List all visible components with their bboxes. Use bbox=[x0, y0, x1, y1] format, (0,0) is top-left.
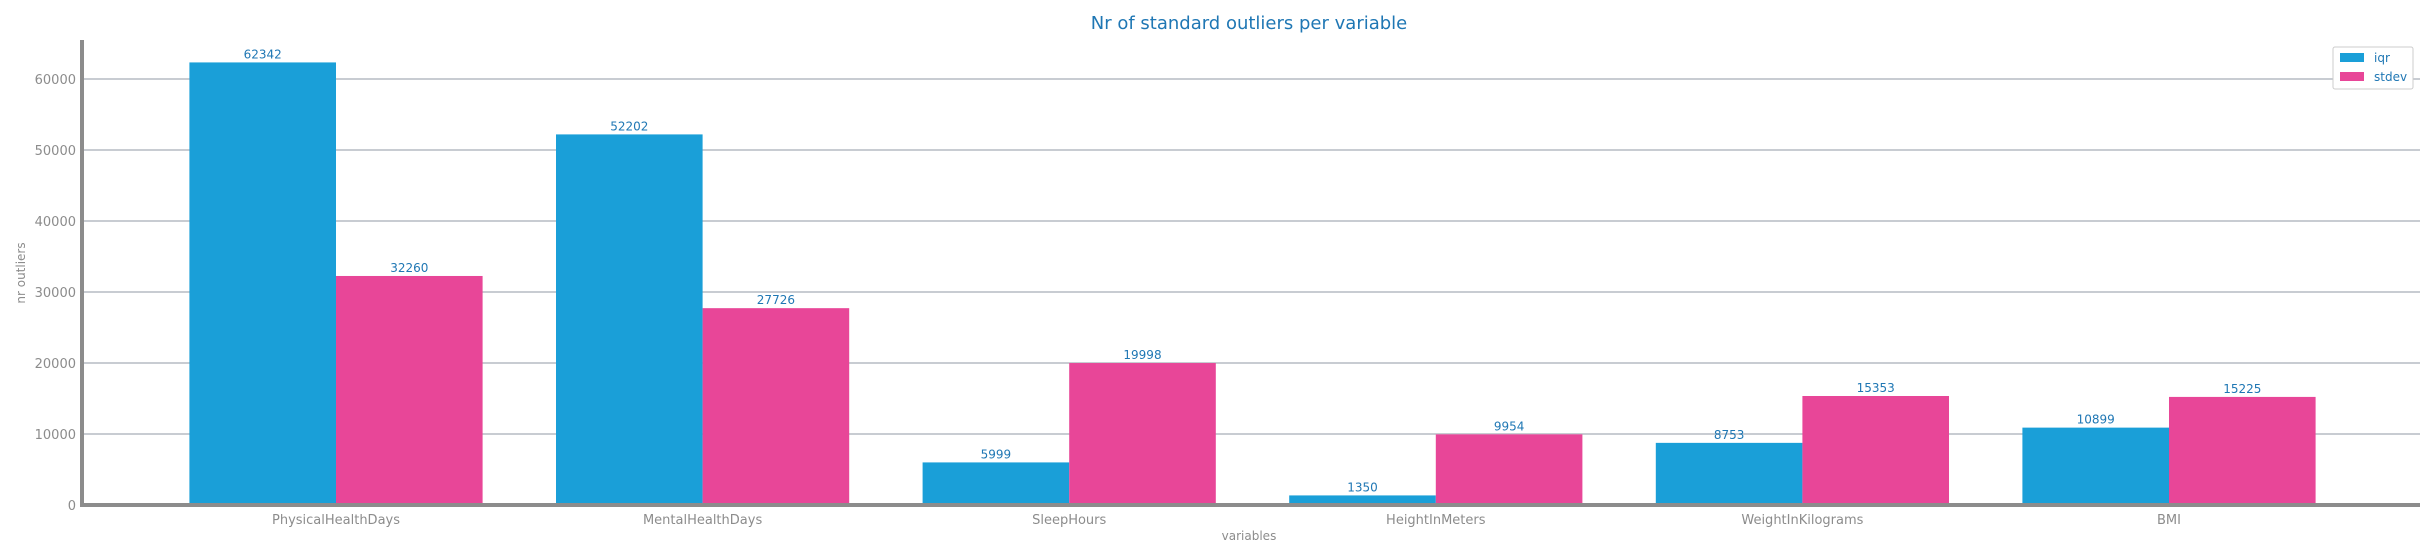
legend: iqr stdev bbox=[2332, 46, 2414, 90]
x-tick-label: WeightInKilograms bbox=[1741, 513, 1863, 528]
x-axis-ticks: PhysicalHealthDays MentalHealthDays SleepH… bbox=[272, 513, 2181, 528]
y-tick-label: 0 bbox=[68, 499, 76, 514]
y-tick-label: 50000 bbox=[35, 144, 76, 159]
bar-stdev bbox=[1802, 396, 1949, 505]
y-tick-label: 10000 bbox=[35, 428, 76, 443]
legend-label-stdev: stdev bbox=[2374, 70, 2407, 84]
bar-iqr bbox=[556, 134, 703, 506]
x-axis-label: variables bbox=[1222, 529, 1277, 543]
data-label-iqr: 5999 bbox=[981, 447, 1012, 461]
x-tick-label: MentalHealthDays bbox=[643, 513, 762, 528]
data-label-iqr: 8753 bbox=[1714, 428, 1745, 442]
data-label-iqr: 52202 bbox=[610, 119, 648, 133]
bar-iqr bbox=[922, 462, 1070, 505]
x-tick-label: PhysicalHealthDays bbox=[272, 513, 400, 528]
data-label-iqr: 10899 bbox=[2077, 413, 2115, 427]
bar-stdev bbox=[1435, 434, 1583, 505]
data-label-stdev: 32260 bbox=[390, 261, 428, 275]
bar-stdev bbox=[702, 308, 850, 505]
y-tick-label: 30000 bbox=[35, 286, 76, 301]
y-tick-label: 40000 bbox=[35, 215, 76, 230]
x-tick-label: SleepHours bbox=[1032, 513, 1106, 528]
data-labels: 62342 32260 52202 27726 5999 19998 1350 9954 875… bbox=[244, 47, 2262, 494]
data-label-iqr: 62342 bbox=[244, 47, 282, 61]
data-label-stdev: 9954 bbox=[1494, 419, 1525, 433]
y-tick-label: 60000 bbox=[35, 73, 76, 88]
bar-iqr bbox=[1289, 495, 1436, 505]
bar-iqr bbox=[189, 62, 336, 506]
data-label-stdev: 15353 bbox=[1857, 381, 1895, 395]
legend-swatch-stdev bbox=[2340, 72, 2364, 81]
x-tick-label: HeightInMeters bbox=[1386, 513, 1486, 528]
chart-title: Nr of standard outliers per variable bbox=[1091, 13, 1408, 34]
x-tick-label: BMI bbox=[2157, 513, 2181, 528]
data-label-stdev: 27726 bbox=[757, 293, 795, 307]
y-axis-ticks: 0 10000 20000 30000 40000 50000 60000 bbox=[35, 73, 76, 514]
bars bbox=[189, 62, 2316, 506]
bar-iqr bbox=[1655, 442, 1803, 505]
data-label-iqr: 1350 bbox=[1347, 480, 1378, 494]
bar-iqr bbox=[2022, 427, 2169, 505]
y-axis-label: nr outliers bbox=[14, 242, 28, 303]
bar-stdev bbox=[1069, 363, 1216, 505]
legend-label-iqr: iqr bbox=[2374, 51, 2390, 65]
bar-stdev bbox=[2169, 396, 2316, 505]
bar-stdev bbox=[336, 275, 483, 505]
legend-swatch-iqr bbox=[2340, 53, 2364, 62]
data-label-stdev: 15225 bbox=[2223, 382, 2261, 396]
y-tick-label: 20000 bbox=[35, 357, 76, 372]
data-label-stdev: 19998 bbox=[1123, 348, 1161, 362]
